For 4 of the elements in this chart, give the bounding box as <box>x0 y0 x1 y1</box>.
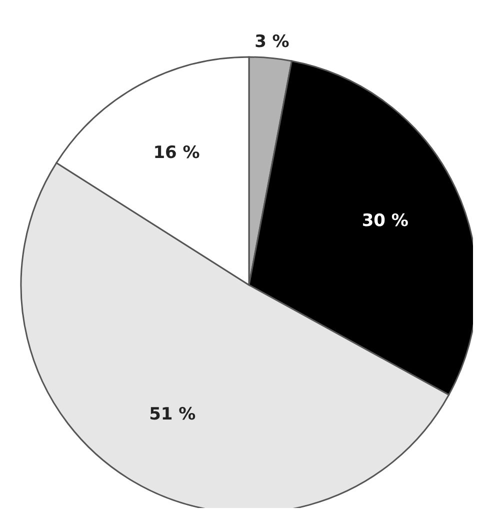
data-label: 3 % <box>254 32 290 52</box>
data-label: 16 % <box>153 143 200 164</box>
data-label: 51 % <box>149 404 196 425</box>
data-label: 30 % <box>362 210 408 231</box>
